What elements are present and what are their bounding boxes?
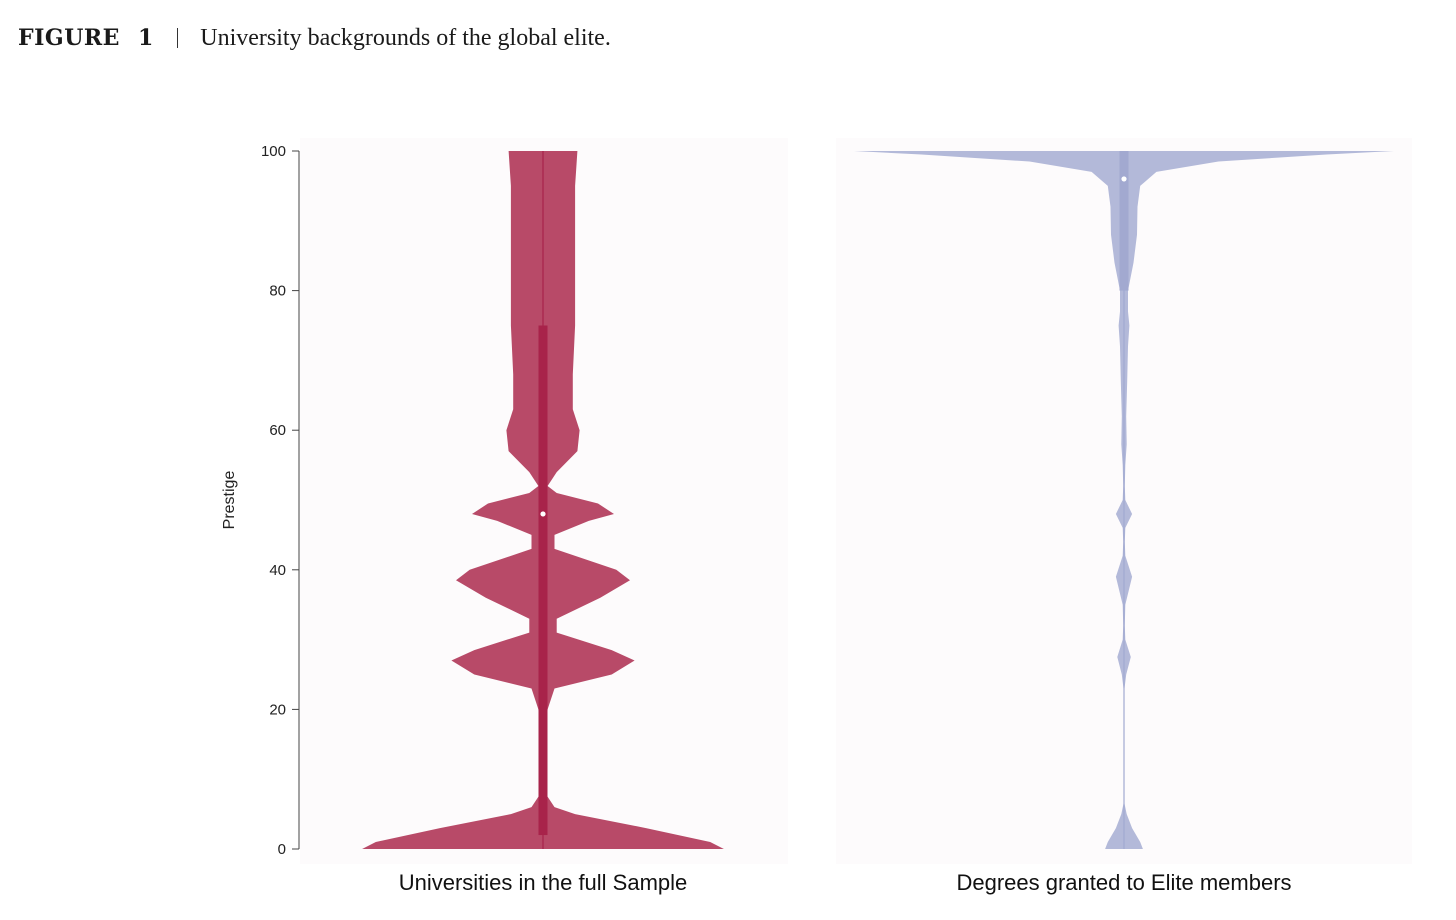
figure-label: FIGURE: [18, 25, 120, 51]
y-axis-title: Prestige: [221, 471, 238, 530]
category-label-1: Universities in the full Sample: [399, 870, 688, 895]
iqr-box-1: [538, 325, 548, 836]
y-tick-label: 60: [269, 422, 286, 439]
median-dot-1: [540, 511, 546, 517]
median-dot-2: [1121, 176, 1127, 182]
y-tick-label: 20: [269, 701, 286, 718]
iqr-box-2: [1119, 151, 1129, 291]
figure-header: FIGURE 1 University backgrounds of the g…: [18, 18, 611, 58]
y-tick-label: 0: [278, 841, 286, 858]
y-tick-label: 80: [269, 283, 286, 300]
figure-number: 1: [137, 25, 154, 51]
figure-separator: [177, 28, 179, 48]
category-label-2: Degrees granted to Elite members: [956, 870, 1291, 895]
y-tick-label: 100: [261, 143, 286, 160]
figure-title: University backgrounds of the global eli…: [200, 24, 611, 51]
y-tick-label: 40: [269, 562, 286, 579]
